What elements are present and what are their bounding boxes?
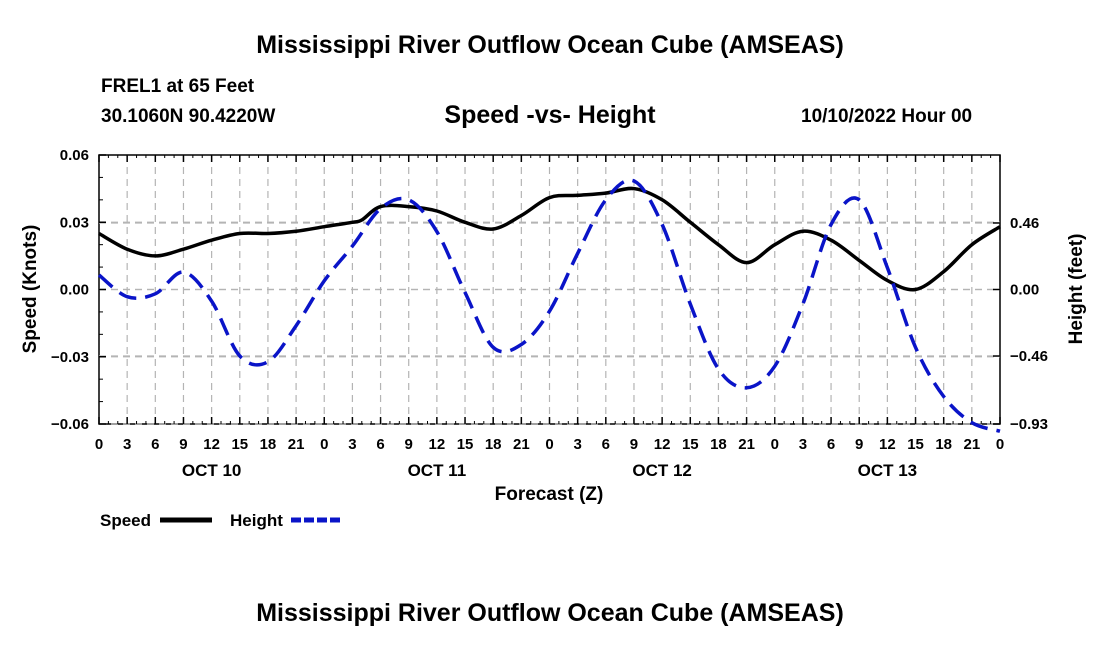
series — [97, 178, 1001, 433]
station-coordinates: 30.1060N 90.4220W — [101, 106, 276, 127]
run-time: 10/10/2022 Hour 00 — [801, 106, 973, 127]
y-tick-label: 0.03 — [60, 214, 89, 231]
x-tick-label: 21 — [964, 436, 981, 453]
series-line-height — [97, 178, 1001, 433]
x-tick-label: 21 — [513, 436, 530, 453]
x-tick-label: 3 — [799, 436, 807, 453]
x-tick-label: 6 — [376, 436, 384, 453]
x-tick-label: 15 — [457, 436, 474, 453]
x-tick-label: 18 — [485, 436, 502, 453]
y2-tick-label: −0.46 — [1010, 348, 1048, 365]
x-tick-label: 0 — [320, 436, 328, 453]
x-tick-label: 6 — [151, 436, 159, 453]
legend: Speed Height — [100, 511, 343, 530]
x-tick-label: 0 — [95, 436, 103, 453]
x-date-label: OCT 11 — [408, 461, 467, 480]
x-date-label: OCT 12 — [632, 461, 692, 480]
y2-axis-label: Height (feet) — [1066, 234, 1087, 345]
x-tick-label: 6 — [602, 436, 610, 453]
x-tick-label: 9 — [855, 436, 863, 453]
x-tick-label: 12 — [654, 436, 671, 453]
y2-tick-label: −0.93 — [1010, 416, 1048, 433]
x-date-label: OCT 10 — [182, 461, 242, 480]
legend-speed-label: Speed — [100, 511, 151, 530]
x-tick-label: 18 — [260, 436, 277, 453]
footer-title: Mississippi River Outflow Ocean Cube (AM… — [256, 599, 844, 627]
axes: 0 3 6 9 12 15 18 21 0 3 6 9 12 15 18 21 0 3 6 9 12 15 18 21 0 3 6 9… — [51, 147, 1048, 480]
x-tick-label: 0 — [996, 436, 1004, 453]
y-tick-label: 0.06 — [60, 147, 89, 164]
x-tick-label: 0 — [771, 436, 779, 453]
x-tick-label: 15 — [231, 436, 248, 453]
x-tick-label: 9 — [630, 436, 638, 453]
legend-height-label: Height — [230, 511, 283, 530]
x-tick-label: 3 — [573, 436, 581, 453]
series-line-speed — [98, 186, 1001, 292]
station-name: FREL1 at 65 Feet — [101, 76, 255, 97]
y-tick-label: −0.06 — [51, 416, 89, 433]
x-tick-label: 15 — [907, 436, 924, 453]
x-tick-label: 18 — [935, 436, 952, 453]
chart-title: Mississippi River Outflow Ocean Cube (AM… — [256, 31, 844, 59]
y2-tick-label: 0.00 — [1010, 282, 1039, 299]
x-axis-label: Forecast (Z) — [495, 484, 604, 505]
x-tick-label: 12 — [203, 436, 220, 453]
x-tick-label: 9 — [179, 436, 187, 453]
y-tick-label: 0.00 — [60, 282, 89, 299]
chart-subtitle: Speed -vs- Height — [444, 101, 656, 129]
x-tick-label: 3 — [348, 436, 356, 453]
x-tick-label: 3 — [123, 436, 131, 453]
x-tick-label: 0 — [545, 436, 553, 453]
x-tick-label: 21 — [288, 436, 305, 453]
grid — [99, 155, 1000, 425]
x-tick-label: 12 — [879, 436, 896, 453]
x-tick-label: 6 — [827, 436, 835, 453]
x-tick-label: 18 — [710, 436, 727, 453]
x-tick-label: 9 — [405, 436, 413, 453]
x-tick-label: 12 — [429, 436, 446, 453]
y-tick-label: −0.03 — [51, 349, 89, 366]
y2-tick-label: 0.46 — [1010, 215, 1039, 232]
y-axis-label: Speed (Knots) — [20, 225, 41, 354]
x-tick-label: 15 — [682, 436, 699, 453]
x-tick-label: 21 — [738, 436, 755, 453]
x-date-label: OCT 13 — [858, 461, 918, 480]
